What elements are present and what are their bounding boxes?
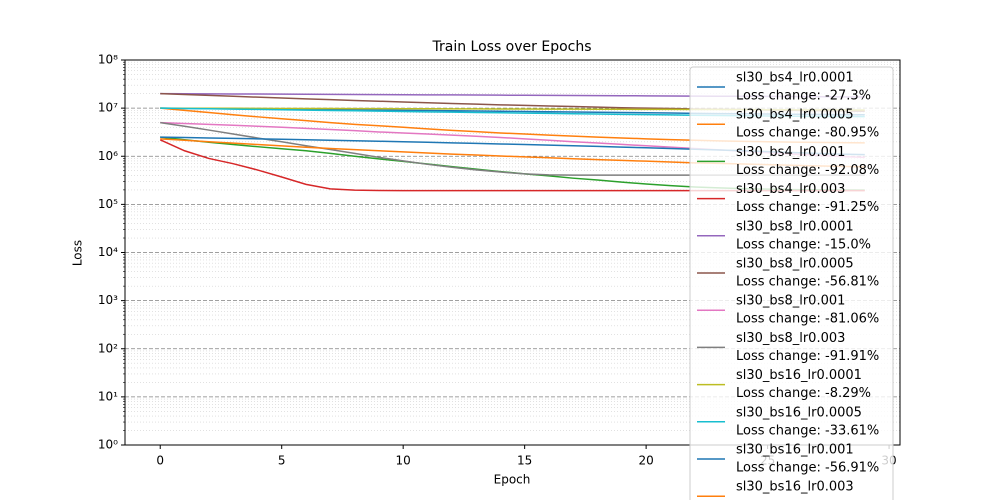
y-tick-label: 10⁷ bbox=[98, 101, 118, 115]
x-axis-label: Epoch bbox=[494, 473, 531, 487]
legend-note: Loss change: -8.29% bbox=[736, 386, 871, 401]
legend-label: sl30_bs8_lr0.003 bbox=[736, 331, 845, 346]
legend-note: Loss change: -92.08% bbox=[736, 163, 879, 178]
y-tick-label: 10⁶ bbox=[98, 149, 118, 163]
legend-label: sl30_bs16_lr0.001 bbox=[736, 443, 854, 458]
legend-note: Loss change: -56.81% bbox=[736, 275, 879, 290]
y-tick-label: 10² bbox=[98, 341, 118, 355]
legend-label: sl30_bs4_lr0.001 bbox=[736, 145, 845, 160]
legend-label: sl30_bs16_lr0.003 bbox=[736, 480, 854, 495]
y-tick-label: 10³ bbox=[98, 293, 118, 307]
legend-note: Loss change: -56.91% bbox=[736, 461, 879, 476]
legend-note: Loss change: -33.61% bbox=[736, 423, 879, 438]
y-tick-label: 10⁰ bbox=[98, 438, 118, 452]
legend-note: Loss change: -91.91% bbox=[736, 349, 879, 364]
legend-note: Loss change: -81.06% bbox=[736, 312, 879, 327]
y-axis-label: Loss bbox=[71, 240, 85, 266]
y-tick-label: 10⁵ bbox=[98, 197, 118, 211]
legend-label: sl30_bs4_lr0.0005 bbox=[736, 108, 854, 123]
legend-box bbox=[689, 66, 894, 500]
legend-note: Loss change: -15.0% bbox=[736, 237, 871, 252]
legend-label: sl30_bs16_lr0.0001 bbox=[736, 368, 862, 383]
x-tick-label: 15 bbox=[517, 454, 532, 468]
x-tick-label: 5 bbox=[278, 454, 286, 468]
axes: 10⁰10¹10²10³10⁴10⁵10⁶10⁷10⁸051015202530 bbox=[98, 53, 897, 468]
chart-title: Train Loss over Epochs bbox=[431, 39, 591, 55]
legend-label: sl30_bs4_lr0.0001 bbox=[736, 71, 854, 86]
x-tick-label: 20 bbox=[638, 454, 653, 468]
x-tick-label: 10 bbox=[396, 454, 411, 468]
x-tick-label: 0 bbox=[156, 454, 164, 468]
legend-note: Loss change: -91.25% bbox=[736, 200, 879, 215]
y-tick-label: 10¹ bbox=[98, 389, 118, 403]
legend-label: sl30_bs8_lr0.001 bbox=[736, 294, 845, 309]
legend-label: sl30_bs8_lr0.0005 bbox=[736, 257, 854, 272]
legend-label: sl30_bs16_lr0.0005 bbox=[736, 405, 862, 420]
y-tick-label: 10⁸ bbox=[98, 53, 118, 67]
legend-label: sl30_bs8_lr0.0001 bbox=[736, 219, 854, 234]
legend-note: Loss change: -27.3% bbox=[736, 89, 871, 104]
legend-note: Loss change: -80.95% bbox=[736, 126, 879, 141]
legend: sl30_bs4_lr0.0001 Loss change: -27.3% sl30… bbox=[689, 66, 894, 500]
y-tick-label: 10⁴ bbox=[98, 245, 118, 259]
legend-label: sl30_bs4_lr0.003 bbox=[736, 182, 845, 197]
